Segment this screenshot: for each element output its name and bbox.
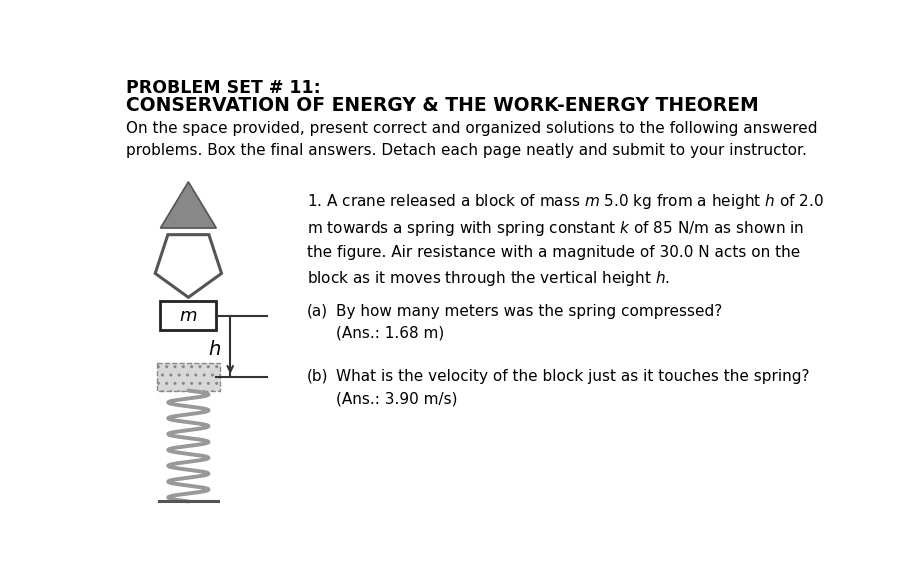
Text: (b): (b) — [307, 369, 329, 384]
Polygon shape — [155, 235, 221, 297]
Text: PROBLEM SET # 11:: PROBLEM SET # 11: — [126, 80, 320, 98]
Text: (a): (a) — [307, 304, 328, 318]
Bar — [157, 363, 220, 391]
Text: By how many meters was the spring compressed?
(Ans.: 1.68 m): By how many meters was the spring compre… — [336, 304, 722, 340]
Text: On the space provided, present correct and organized solutions to the following : On the space provided, present correct a… — [126, 121, 817, 158]
Text: $h$: $h$ — [207, 340, 221, 359]
Polygon shape — [161, 182, 217, 228]
Bar — [161, 301, 217, 331]
Text: What is the velocity of the block just as it touches the spring?
(Ans.: 3.90 m/s: What is the velocity of the block just a… — [336, 369, 810, 406]
Text: 1. A crane released a block of mass $m$ 5.0 kg from a height $h$ of 2.0
m toward: 1. A crane released a block of mass $m$ … — [307, 192, 823, 288]
Text: $m$: $m$ — [179, 307, 197, 325]
Text: CONSERVATION OF ENERGY & THE WORK-ENERGY THEOREM: CONSERVATION OF ENERGY & THE WORK-ENERGY… — [126, 97, 758, 115]
